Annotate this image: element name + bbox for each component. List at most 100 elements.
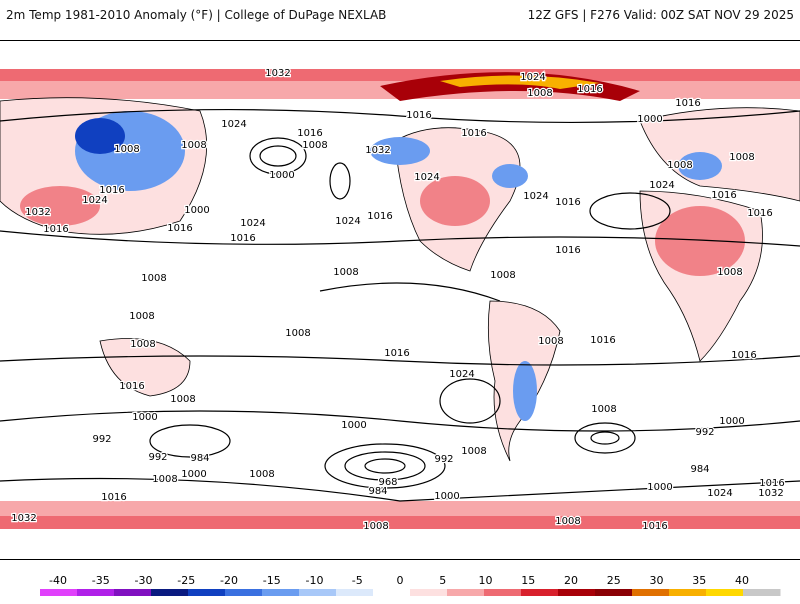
pressure-label: 1024 [82, 195, 107, 206]
pressure-label: 1008 [333, 267, 358, 278]
pressure-label: 1008 [170, 394, 195, 405]
colorbar-tick-label: 5 [439, 574, 446, 587]
isobar-deep-low [324, 443, 446, 489]
pressure-label: 1016 [406, 110, 431, 121]
colorbar-tick-label: 20 [564, 574, 578, 587]
isobar-high-atlantic [589, 192, 671, 230]
pressure-label: 992 [92, 434, 111, 445]
header-bar: 2m Temp 1981-2010 Anomaly (°F) | College… [0, 0, 800, 30]
pressure-label: 1016 [577, 84, 602, 95]
colorbar-swatch [77, 589, 115, 596]
pressure-label: 1016 [731, 350, 756, 361]
pressure-label: 1016 [297, 128, 322, 139]
arctic-warm-band-strong [0, 69, 800, 81]
pressure-label: 1032 [365, 145, 390, 156]
pressure-label: 1016 [167, 223, 192, 234]
colorbar-tick-label: 25 [607, 574, 621, 587]
south-america-cold-region [513, 361, 537, 421]
isobar-subtropic-band [0, 355, 800, 366]
colorbar-swatch [225, 589, 263, 596]
australia [99, 338, 191, 397]
colorbar-swatch [114, 589, 152, 596]
pressure-label: 1024 [520, 72, 545, 83]
pressure-label: 1008 [538, 336, 563, 347]
pressure-label: 1024 [649, 180, 674, 191]
europe [639, 107, 800, 202]
pressure-label: 1016 [759, 478, 784, 489]
alaska-cold-region [370, 137, 430, 165]
pressure-label: 1008 [555, 516, 580, 527]
pressure-label: 1016 [99, 185, 124, 196]
isobar-deep-low-3 [364, 458, 406, 474]
colorbar-swatch [188, 589, 226, 596]
pressure-label: 1016 [230, 233, 255, 244]
anomaly-map[interactable]: 1032 1024 1008 1016 1016 1000 1016 1016 1024 1016… [0, 40, 800, 560]
colorbar-tick-label: 35 [692, 574, 706, 587]
pressure-label: 968 [378, 477, 397, 488]
isobar-northern-band [0, 230, 800, 247]
colorbar-tick-label: 0 [397, 574, 404, 587]
pressure-label: 1032 [11, 513, 36, 524]
pressure-label: 1016 [590, 335, 615, 346]
china-warm-region [20, 186, 100, 226]
colorbar-swatch [336, 589, 374, 596]
africa-warm-region [655, 206, 745, 276]
pressure-label: 1000 [341, 420, 366, 431]
pressure-label: 1008 [130, 339, 155, 350]
pressure-label: 1008 [527, 88, 552, 99]
warm-anomalies [20, 176, 745, 276]
colorbar: -40 -35 -30 -25 -20 -15 -10 -5 0 5 10 15 20 25 30 35 40 [0, 566, 800, 600]
colorbar-swatch [669, 589, 707, 596]
pressure-label: 1008 [729, 152, 754, 163]
colorbar-swatch [410, 589, 448, 596]
colorbar-swatch [595, 589, 633, 596]
colorbar-tick-label: -15 [263, 574, 281, 587]
pressure-label: 992 [434, 454, 453, 465]
pressure-label: 1016 [43, 224, 68, 235]
colorbar-swatch [484, 589, 522, 596]
colorbar-tick-label: 30 [650, 574, 664, 587]
pressure-label: 1016 [711, 190, 736, 201]
pressure-label: 1016 [747, 208, 772, 219]
pressure-label: 1008 [302, 140, 327, 151]
colorbar-swatch [706, 589, 744, 596]
isobar-contours [0, 108, 800, 502]
colorbar-swatch [262, 589, 300, 596]
pressure-label: 1024 [240, 218, 265, 229]
isobar-high-south-pacific [439, 378, 501, 424]
pressure-label: 1008 [152, 474, 177, 485]
us-warm-region [420, 176, 490, 226]
colorbar-tick-label: 10 [479, 574, 493, 587]
colorbar-swatch [40, 589, 78, 596]
pressure-label: 992 [695, 427, 714, 438]
pressure-label: 1016 [642, 521, 667, 532]
colorbar-swatch [521, 589, 559, 596]
pressure-label: 1024 [221, 119, 246, 130]
pressure-label: 1032 [25, 207, 50, 218]
colorbar-tick-label: -40 [49, 574, 67, 587]
isobar-southern-band-1 [0, 410, 800, 432]
pressure-label: 1008 [363, 521, 388, 532]
isobar-low-pacific-inner [259, 145, 297, 167]
pressure-label: 1000 [434, 491, 459, 502]
colorbar-swatch [743, 589, 781, 596]
pressure-label: 984 [368, 486, 387, 497]
europe-cold-region [678, 152, 722, 180]
colorbar-tick-label: 40 [735, 574, 749, 587]
isobar-low-pacific [249, 137, 307, 175]
pressure-label: 1024 [523, 191, 548, 202]
pressure-label: 1024 [414, 172, 439, 183]
colorbar-tick-label: -35 [92, 574, 110, 587]
canada-cold-region [492, 164, 528, 188]
pressure-label: 1008 [490, 270, 515, 281]
pressure-label: 1008 [249, 469, 274, 480]
pressure-label: 984 [690, 464, 709, 475]
pressure-label: 984 [190, 453, 209, 464]
pressure-label: 1000 [132, 412, 157, 423]
isobar-tropical-1008 [319, 282, 501, 302]
pressure-label: 1008 [591, 404, 616, 415]
colorbar-tick-label: -5 [352, 574, 363, 587]
colorbar-swatch [632, 589, 670, 596]
